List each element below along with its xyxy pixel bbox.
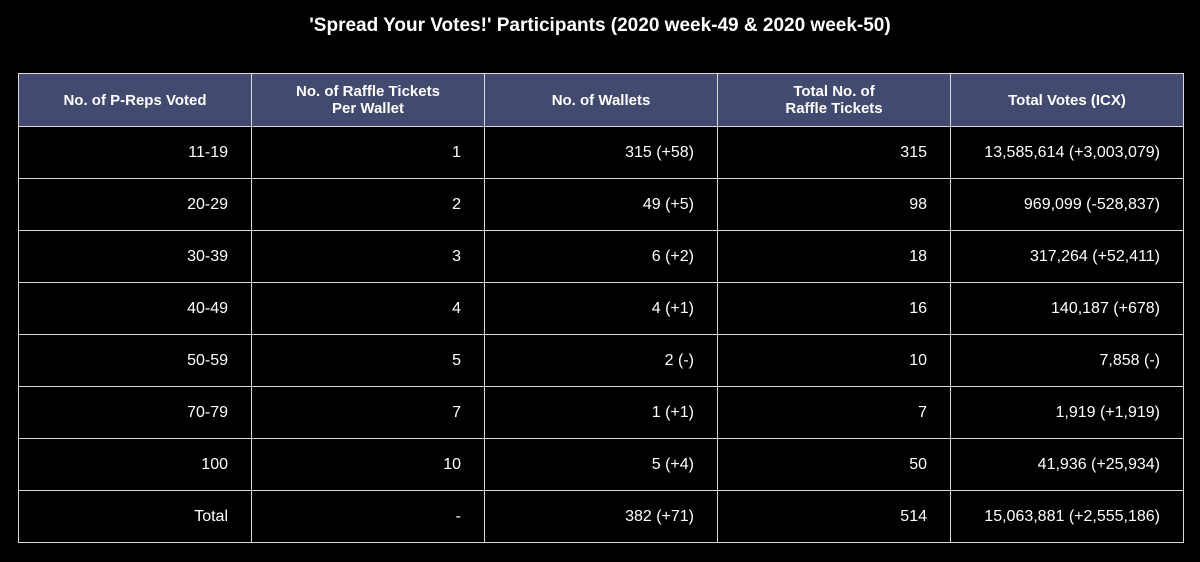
column-header-total-votes: Total Votes (ICX) (950, 73, 1184, 127)
table-cell-tickets-per-wallet: 5 (251, 334, 485, 387)
table-cell-tickets-per-wallet: 10 (251, 438, 485, 491)
table-cell-total-votes: 1,919 (+1,919) (950, 386, 1184, 439)
table-cell-wallets: 2 (-) (484, 334, 718, 387)
table-row: 40-49 4 4 (+1) 16 140,187 (+678) (18, 282, 1184, 335)
table-row: 20-29 2 49 (+5) 98 969,099 (-528,837) (18, 178, 1184, 231)
table-cell-tickets-per-wallet: - (251, 490, 485, 543)
table-cell-wallets: 382 (+71) (484, 490, 718, 543)
table-cell-p-reps-voted: 30-39 (18, 230, 252, 283)
chart-title: 'Spread Your Votes!' Participants (2020 … (309, 15, 891, 36)
table-cell-total-votes: 15,063,881 (+2,555,186) (950, 490, 1184, 543)
table-cell-p-reps-voted: 50-59 (18, 334, 252, 387)
table-cell-total-votes: 969,099 (-528,837) (950, 178, 1184, 231)
table-row: 11-19 1 315 (+58) 315 13,585,614 (+3,003,079… (18, 126, 1184, 179)
table-cell-total-votes: 317,264 (+52,411) (950, 230, 1184, 283)
table-row: 50-59 5 2 (-) 10 7,858 (-) (18, 334, 1184, 387)
table-cell-wallets: 6 (+2) (484, 230, 718, 283)
table-cell-tickets-per-wallet: 2 (251, 178, 485, 231)
table-cell-total-tickets: 16 (717, 282, 951, 335)
table-row: 100 10 5 (+4) 50 41,936 (+25,934) (18, 438, 1184, 491)
table-cell-tickets-per-wallet: 7 (251, 386, 485, 439)
table-cell-p-reps-voted: 40-49 (18, 282, 252, 335)
table-cell-wallets: 4 (+1) (484, 282, 718, 335)
table-row: 30-39 3 6 (+2) 18 317,264 (+52,411) (18, 230, 1184, 283)
table-body: 11-19 1 315 (+58) 315 13,585,614 (+3,003,079… (18, 126, 1184, 543)
table-cell-total-votes: 140,187 (+678) (950, 282, 1184, 335)
table-cell-p-reps-voted: 70-79 (18, 386, 252, 439)
table-cell-p-reps-voted: 11-19 (18, 126, 252, 179)
table-cell-tickets-per-wallet: 3 (251, 230, 485, 283)
table-cell-tickets-per-wallet: 1 (251, 126, 485, 179)
table-cell-tickets-per-wallet: 4 (251, 282, 485, 335)
column-header-total-tickets: Total No. of Raffle Tickets (717, 73, 951, 127)
table-cell-total-votes: 41,936 (+25,934) (950, 438, 1184, 491)
table-row: Total -382 (+71) 514 15,063,881 (+2,555,186… (18, 490, 1184, 543)
table-cell-p-reps-voted: 20-29 (18, 178, 252, 231)
table-cell-total-tickets: 18 (717, 230, 951, 283)
table-cell-total-votes: 7,858 (-) (950, 334, 1184, 387)
table-cell-total-tickets: 98 (717, 178, 951, 231)
table-cell-total-tickets: 514 (717, 490, 951, 543)
table-cell-wallets: 5 (+4) (484, 438, 718, 491)
table-cell-total-tickets: 10 (717, 334, 951, 387)
table-cell-total-votes: 13,585,614 (+3,003,079) (950, 126, 1184, 179)
table-cell-wallets: 49 (+5) (484, 178, 718, 231)
table-cell-wallets: 315 (+58) (484, 126, 718, 179)
table-cell-wallets: 1 (+1) (484, 386, 718, 439)
column-header-tickets-per-wallet: No. of Raffle Tickets Per Wallet (251, 73, 485, 127)
column-header-p-reps-voted: No. of P-Reps Voted (18, 73, 252, 127)
table-row: 70-79 7 1 (+1) 7 1,919 (+1,919) (18, 386, 1184, 439)
table-cell-total-tickets: 50 (717, 438, 951, 491)
table-cell-total-tickets: 7 (717, 386, 951, 439)
table-cell-p-reps-voted: Total (18, 490, 252, 543)
column-header-wallets: No. of Wallets (484, 73, 718, 127)
table-cell-p-reps-voted: 100 (18, 438, 252, 491)
participants-table: No. of P-Reps Voted No. of Raffle Ticket… (18, 73, 1184, 543)
table-header-row: No. of P-Reps Voted No. of Raffle Ticket… (18, 73, 1184, 127)
table-cell-total-tickets: 315 (717, 126, 951, 179)
